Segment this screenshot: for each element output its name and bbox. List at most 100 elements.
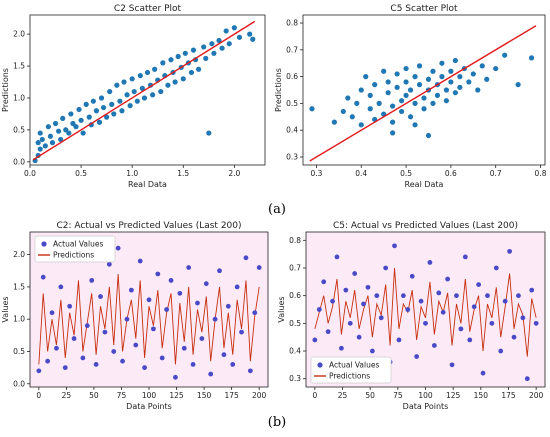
chart1-point: [42, 143, 48, 149]
chart4-point-actual: [427, 260, 433, 265]
chart2-point: [390, 103, 396, 109]
chart4-point-actual: [467, 337, 473, 343]
chart1-point: [124, 92, 130, 98]
chart1-ytick-label: 0.0: [13, 157, 25, 166]
chart4-point-actual: [423, 320, 428, 326]
chart1-point: [134, 98, 140, 104]
chart2-point: [502, 52, 508, 58]
chart2-point: [421, 106, 427, 112]
chart1-point: [250, 36, 256, 42]
chart4-point-actual: [493, 265, 499, 271]
chart2-point: [457, 84, 463, 90]
chart1-point: [114, 82, 120, 88]
chart3-plot-area: [29, 231, 269, 388]
chart4-xtick-label: 75: [393, 391, 403, 400]
chart1-point: [117, 98, 123, 104]
chart3-series-predictions: [38, 273, 260, 365]
chart4-xlabel: Data Points: [403, 402, 449, 411]
chart3-point-actual: [225, 303, 231, 309]
chart2-point: [367, 106, 373, 112]
chart3-point-actual: [203, 281, 209, 287]
chart2-point: [367, 92, 373, 98]
caption-a: (a): [268, 202, 286, 217]
chart3-xtick-label: 200: [252, 391, 267, 400]
chart4-point-actual: [445, 276, 451, 282]
chart1-point: [58, 136, 64, 143]
chart2-point: [390, 130, 396, 136]
chart4-point-actual: [392, 243, 397, 249]
chart1-point: [152, 66, 158, 72]
chart3-point-actual: [111, 349, 117, 354]
chart3-ytick-label: 0.5: [13, 347, 25, 356]
chart1-point: [209, 41, 215, 47]
chart3-point-actual: [36, 368, 42, 374]
chart1-point: [180, 76, 186, 82]
chart4-point-actual: [383, 265, 389, 271]
chart4-legend-label-predictions: Predictions: [329, 372, 370, 381]
chart1-point: [182, 50, 188, 56]
chart4-ytick-label: 0.8: [289, 236, 301, 245]
chart1-point: [49, 140, 56, 146]
chart2-point: [345, 95, 351, 101]
chart4-xtick-label: 50: [365, 391, 375, 400]
chart4-point-actual: [533, 320, 539, 326]
chart1-point: [86, 114, 92, 120]
chart3-point-actual: [234, 284, 240, 290]
chart1-point: [90, 98, 96, 104]
chart4-xtick-label: 175: [501, 391, 516, 400]
chart2-ytick-label: 0.8: [286, 19, 298, 28]
chart1-point: [175, 53, 181, 60]
chart4-xtick-label: 25: [338, 391, 348, 400]
chart3-point-actual: [230, 361, 236, 367]
chart1-point: [131, 88, 137, 95]
chart2-xtick-label: 0.3: [310, 169, 322, 178]
chart1-ytick-label: 0.5: [13, 125, 25, 134]
chart4-legend-label-actual: Actual Values: [329, 361, 379, 370]
chart3-point-actual: [247, 368, 253, 374]
chart4-series-predictions: [314, 267, 537, 357]
chart3-point-actual: [208, 371, 214, 377]
chart4-point-actual: [347, 320, 353, 326]
chart3-point-actual: [199, 336, 205, 341]
chart3-point-actual: [40, 274, 46, 280]
chart1-point: [206, 130, 212, 136]
chart3-point-actual: [45, 358, 51, 364]
chart3-point-actual: [124, 316, 130, 322]
chart4-point-actual: [414, 354, 420, 359]
chart1-point: [211, 50, 217, 56]
chart3-point-actual: [221, 352, 227, 358]
chart1-point: [76, 106, 82, 113]
chart3-point-actual: [137, 258, 143, 264]
chart3-point-actual: [54, 345, 59, 351]
chart4-point-actual: [476, 282, 482, 287]
chart1-reference-line: [32, 20, 256, 161]
chart2-point: [358, 122, 364, 128]
chart1-point: [226, 41, 232, 47]
chart1-point: [139, 85, 145, 92]
chart2-xtick-label: 0.7: [490, 169, 502, 178]
chart4-ylabel: Values: [277, 296, 286, 322]
chart4-point-actual: [462, 254, 468, 260]
chart3-xtick-label: 75: [117, 391, 127, 400]
chart1-ytick-label: 1.0: [13, 93, 25, 102]
chart3-point-actual: [49, 310, 55, 316]
chart1-point: [60, 115, 66, 122]
chart1-plot-area: [29, 14, 266, 166]
chart1-point: [127, 103, 133, 109]
chart2-point: [390, 119, 396, 125]
chart3-xtick-label: 175: [224, 391, 239, 400]
chart3-point-actual: [115, 245, 121, 251]
chart3-point-actual: [190, 361, 196, 367]
chart1-point: [80, 130, 86, 136]
chart2-point: [528, 55, 535, 61]
chart2-point: [452, 90, 458, 96]
chart4-point-actual: [378, 315, 384, 321]
chart3-point-actual: [142, 365, 147, 371]
chart4-ytick-label: 0.7: [289, 263, 301, 272]
chart2-point: [466, 79, 472, 85]
chart1-point: [35, 140, 41, 146]
chart4-point-actual: [334, 254, 340, 260]
chart3-point-actual: [256, 265, 262, 270]
chart1-point: [150, 92, 156, 98]
